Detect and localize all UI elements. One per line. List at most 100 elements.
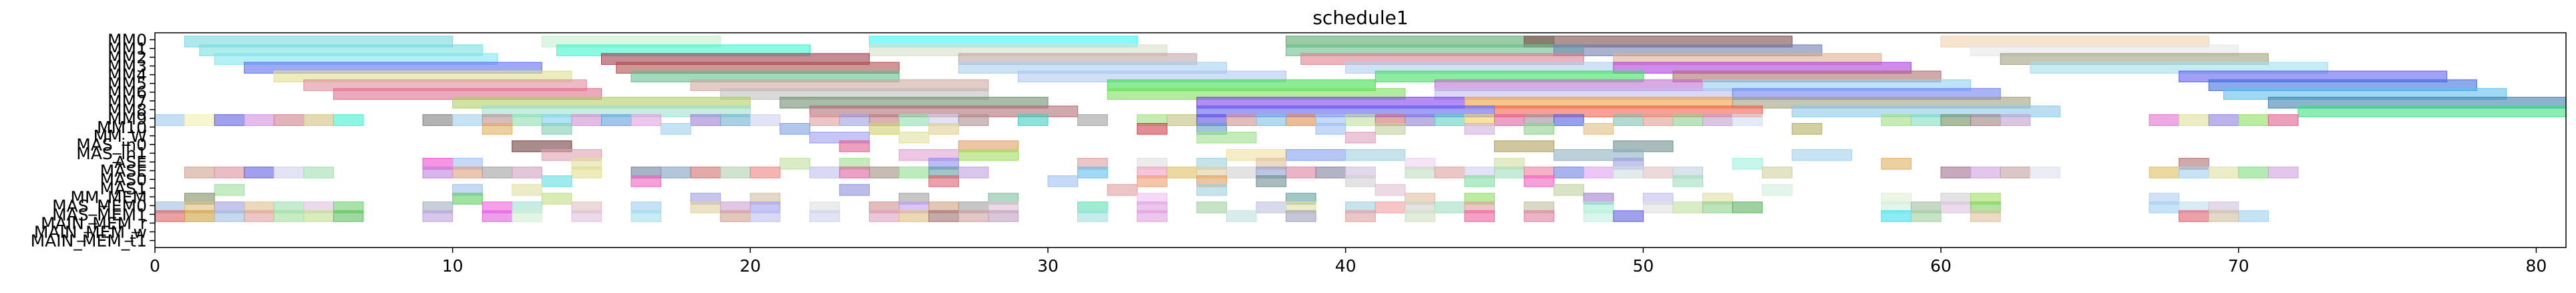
task-bar-MM9-90 [1434,114,1465,126]
task-bar-MM9-73 [839,114,870,126]
task-bar-MASE-205 [2238,167,2269,179]
task-bar-MM9-89 [1405,114,1435,126]
task-bar-MAS1-225 [1553,184,1584,196]
task-bar-MASE-187 [1405,167,1435,179]
task-bar-MASE-190 [1494,167,1525,179]
task-bar-MAS_MEM1-301 [720,210,751,222]
x-tick-label-70: 70 [2228,256,2249,276]
task-bar-MAS1-222 [1107,184,1138,196]
y-tick-label-MM6: MM6 [108,83,147,102]
chart-title: schedule1 [1312,7,1408,29]
task-bar-MAS_MEM0-269 [1256,201,1287,213]
task-bar-MM9-77 [958,114,989,126]
task-bar-MM9-56 [214,114,245,126]
task-bar-MM10-122 [1583,122,1614,135]
y-tick-label-MM_MEM: MM_MEM [70,187,147,207]
task-bar-MAS0-209 [928,175,959,187]
task-bar-MM_W-127 [1345,131,1376,144]
x-tick-label-10: 10 [442,256,464,276]
task-bar-MAS0-217 [1672,175,1704,187]
task-bar-MAS_MEM1-292 [244,210,274,222]
y-tick-label-ASE: ASE [114,153,147,172]
task-bar-MASE-202 [2149,167,2180,179]
task-bar-MM10-123 [1791,122,1823,135]
task-bar-MASE-180 [1166,167,1198,179]
task-bar-MAS0-215 [1464,175,1495,187]
x-axis: 0 10 20 30 40 50 60 70 80 [150,248,2547,276]
task-bar-MAS_MEM1-314 [1405,210,1435,222]
y-tick-label-MM_W: MM_W [94,126,147,146]
task-bar-MASE-185 [1315,167,1346,179]
task-bar-MM_MEM-229 [541,193,572,205]
task-bar-MM9-100 [1881,114,1912,126]
task-bar-MAS_in1-135 [958,149,1019,161]
task-bar-MM9-92 [1494,114,1525,126]
y-tick-label-MM9: MM9 [108,109,147,128]
task-bar-MAS0-216 [1523,175,1555,187]
task-bar-MAS1-220 [512,184,542,196]
task-bar-MM9-109 [2267,114,2299,126]
task-bar-MASE-197 [1762,167,1793,179]
y-tick-label-MAS0: MAS0 [100,170,147,189]
task-bar-MASE-168 [661,167,691,179]
task-bar-MASE-198 [1940,167,1972,179]
task-bar-MAS_MEM1-315 [1464,210,1495,222]
task-bar-MASE-188 [1434,167,1465,179]
task-bar-MASE-170 [720,167,751,179]
task-bar-MASE-173 [839,167,870,179]
task-bar-MASE-201 [2030,167,2060,179]
task-bar-MM10-113 [779,122,810,135]
task-bar-MASE-162 [422,167,453,179]
task-bar-MAS_MEM1-293 [273,210,305,222]
task-bar-MAS_MEM1-317 [1583,210,1614,222]
task-bar-MASE-178 [1077,167,1108,179]
task-bar-MAS1-226 [1762,184,1793,196]
task-bar-MM9-72 [809,114,840,126]
task-bar-MAS0-213 [1256,175,1287,187]
task-bar-MAS_MEM0-281 [1732,201,1763,213]
task-bar-MAS_MEM1-295 [333,210,364,222]
task-bar-MM10-114 [869,122,900,135]
task-bar-MASE-169 [690,167,721,179]
task-bar-MAS_MEM1-300 [630,210,662,222]
task-bar-MM10-110 [482,122,513,135]
task-bar-MAS1-224 [1374,184,1406,196]
task-bar-MM9-106 [2179,114,2209,126]
task-bar-MAS_MEM1-316 [1523,210,1555,222]
task-bar-MASE-163 [452,167,483,179]
task-bar-MASE-195 [1642,167,1674,179]
x-tick-label-60: 60 [1930,256,1952,276]
task-bar-MM_MEM-228 [452,193,483,205]
task-bar-MASE-164 [482,167,513,179]
task-bar-MAS1-218 [214,184,245,196]
task-bar-MAS_MEM0-279 [1672,201,1704,213]
task-bar-MASE-184 [1286,167,1316,179]
task-bar-MASE-172 [809,167,840,179]
task-bar-MM9-83 [1226,114,1257,126]
y-tick-label-MAS_in1: MAS_in1 [76,144,147,163]
x-tick-label-30: 30 [1037,256,1059,276]
y-axis: MM0MM1MM2MM3MM4MM5MM6MM7MM8MM9MM10MM_WMA… [31,30,155,251]
task-bar-MAS_MEM1-297 [482,210,513,222]
task-bar-MM9-68 [630,114,662,126]
y-tick-label-MAIN_MEM_t1: MAIN_MEM_t1 [31,231,147,251]
task-bar-MM9-69 [690,114,721,126]
task-bar-MASE-204 [2208,167,2239,179]
y-tick-label-MM10: MM10 [97,118,147,137]
task-bar-MAS0-208 [630,175,662,187]
task-bar-MAS_MEM1-318 [1613,210,1644,222]
task-bar-MAS_MEM1-304 [869,210,900,222]
task-bar-MASE-166 [571,167,602,179]
task-bar-MAS_MEM0-286 [2149,201,2180,213]
task-bar-MAS_MEM1-320 [1911,210,1942,222]
y-tick-label-MM0: MM0 [108,30,147,50]
task-bar-MM9-98 [1702,114,1733,126]
task-bar-MM9-97 [1672,114,1704,126]
task-bar-MM9-57 [244,114,274,126]
task-bar-MAS_in0-131 [1494,140,1555,153]
task-bar-MM10-121 [1523,122,1555,135]
task-bar-MAS_MEM1-311 [1226,210,1257,222]
task-bar-MM9-108 [2238,114,2269,126]
y-tick-label-MM8: MM8 [108,100,147,120]
